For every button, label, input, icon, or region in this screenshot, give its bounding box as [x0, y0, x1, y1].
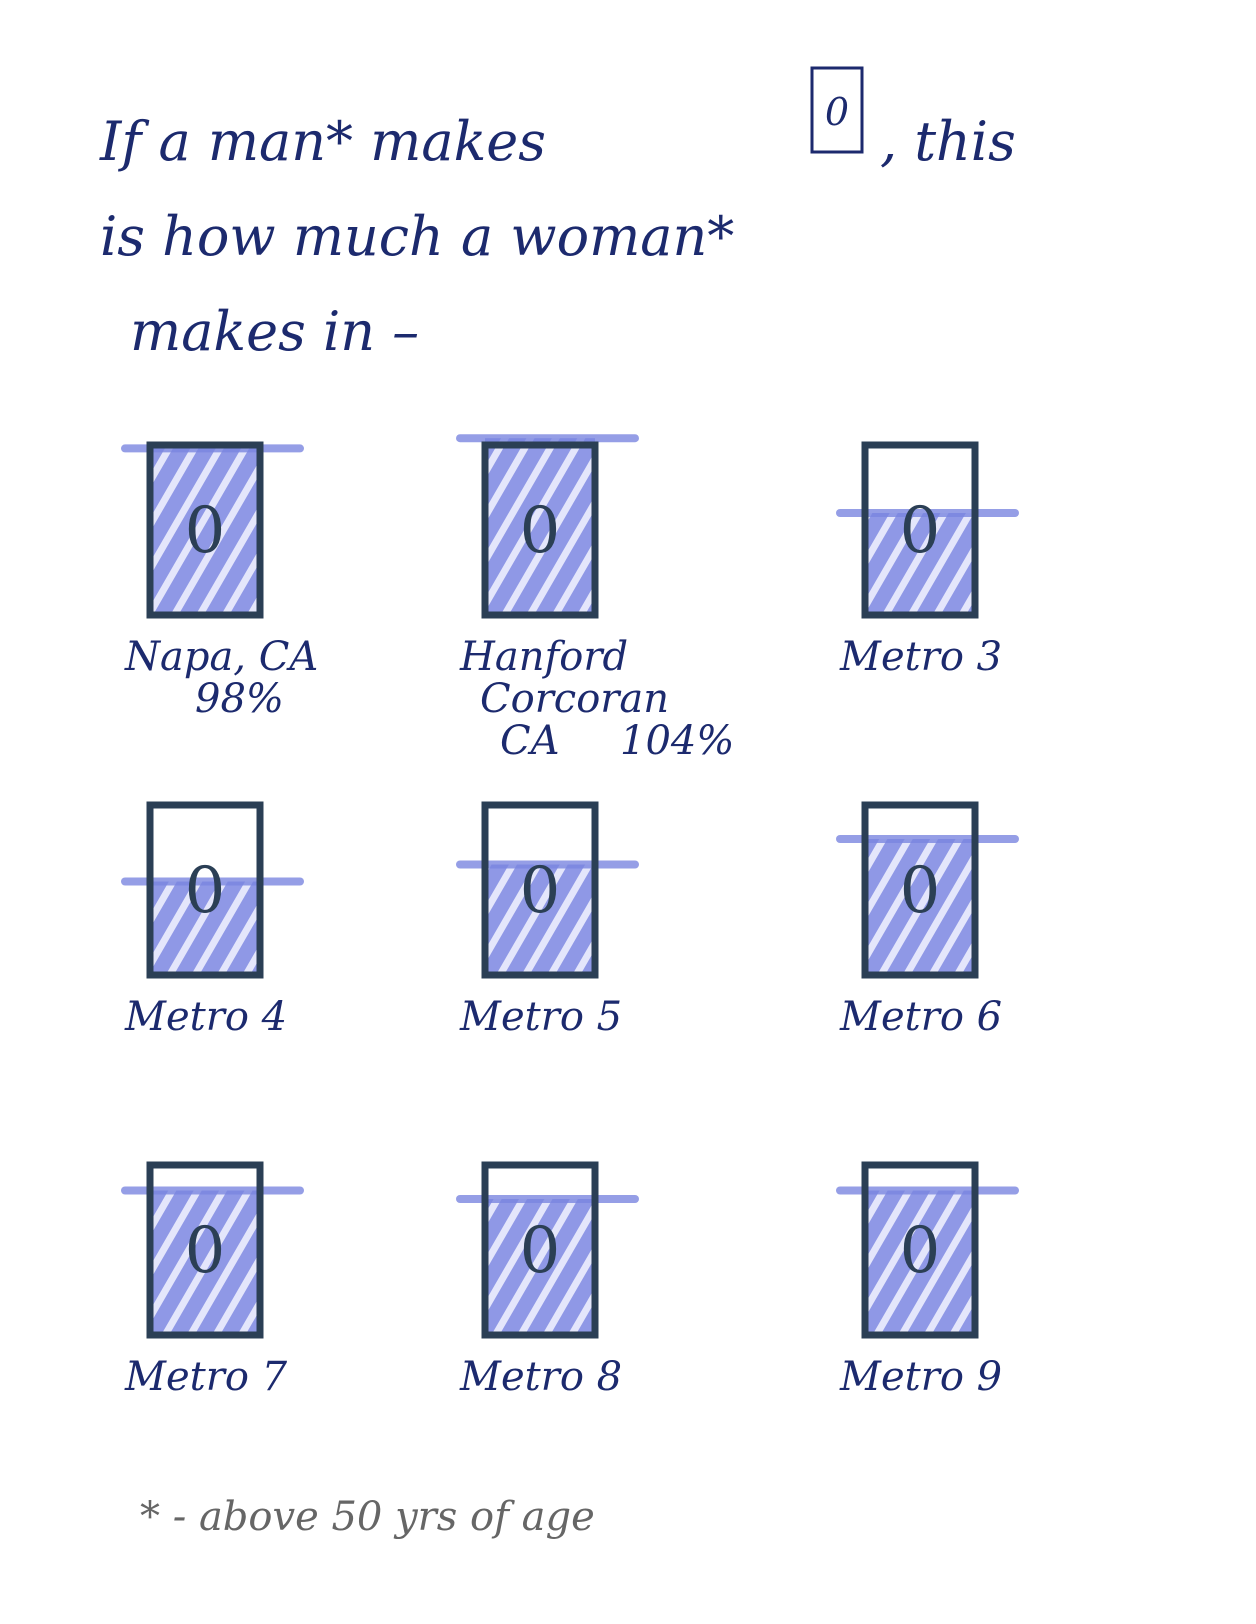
- title-symbol: 0: [825, 90, 849, 134]
- box-symbol: 0: [520, 494, 561, 568]
- panel-label: Metro 3: [839, 634, 1002, 680]
- box-symbol: 0: [900, 854, 941, 928]
- panel-label: Metro 9: [839, 1354, 1002, 1400]
- fill-level: [865, 839, 975, 975]
- panel-label: Metro 4: [124, 994, 287, 1040]
- fill-level: [150, 1190, 260, 1335]
- fill-level: [865, 1190, 975, 1335]
- title-box: [810, 66, 864, 154]
- panel-label: CA: [500, 718, 560, 764]
- fill-level: [485, 1199, 595, 1335]
- panel-label: Metro 8: [459, 1354, 622, 1400]
- fill-level: [865, 513, 975, 615]
- title-line: makes in –: [130, 300, 419, 363]
- man-box: [146, 801, 264, 979]
- box-symbol: 0: [900, 494, 941, 568]
- panel-label: Napa, CA: [124, 634, 318, 680]
- man-box: [481, 801, 599, 979]
- man-box: [481, 1161, 599, 1339]
- box-symbol: 0: [520, 854, 561, 928]
- man-box: [146, 441, 264, 619]
- panel-label: Metro 5: [459, 994, 622, 1040]
- value-label: 98%: [195, 676, 284, 722]
- box-symbol: 0: [185, 1214, 226, 1288]
- panel-label: Metro 6: [839, 994, 1002, 1040]
- man-box: [146, 1161, 264, 1339]
- man-box: [861, 441, 979, 619]
- box-symbol: 0: [900, 1214, 941, 1288]
- title-line: If a man* makes: [99, 110, 546, 173]
- title-line: , this: [880, 110, 1016, 173]
- fill-level: [150, 881, 260, 975]
- panel-label: Metro 7: [124, 1354, 288, 1400]
- value-label: 104%: [620, 718, 734, 764]
- box-symbol: 0: [185, 494, 226, 568]
- box-symbol: 0: [185, 854, 226, 928]
- fill-level: [485, 438, 595, 615]
- box-symbol: 0: [520, 1214, 561, 1288]
- man-box: [481, 441, 599, 619]
- fill-level: [150, 448, 260, 615]
- footnote: * - above 50 yrs of age: [140, 1494, 595, 1540]
- panel-label: Hanford: [459, 634, 628, 680]
- panel-label: Corcoran: [480, 676, 669, 722]
- man-box: [861, 801, 979, 979]
- title-line: is how much a woman*: [100, 205, 734, 268]
- man-box: [861, 1161, 979, 1339]
- fill-level: [485, 864, 595, 975]
